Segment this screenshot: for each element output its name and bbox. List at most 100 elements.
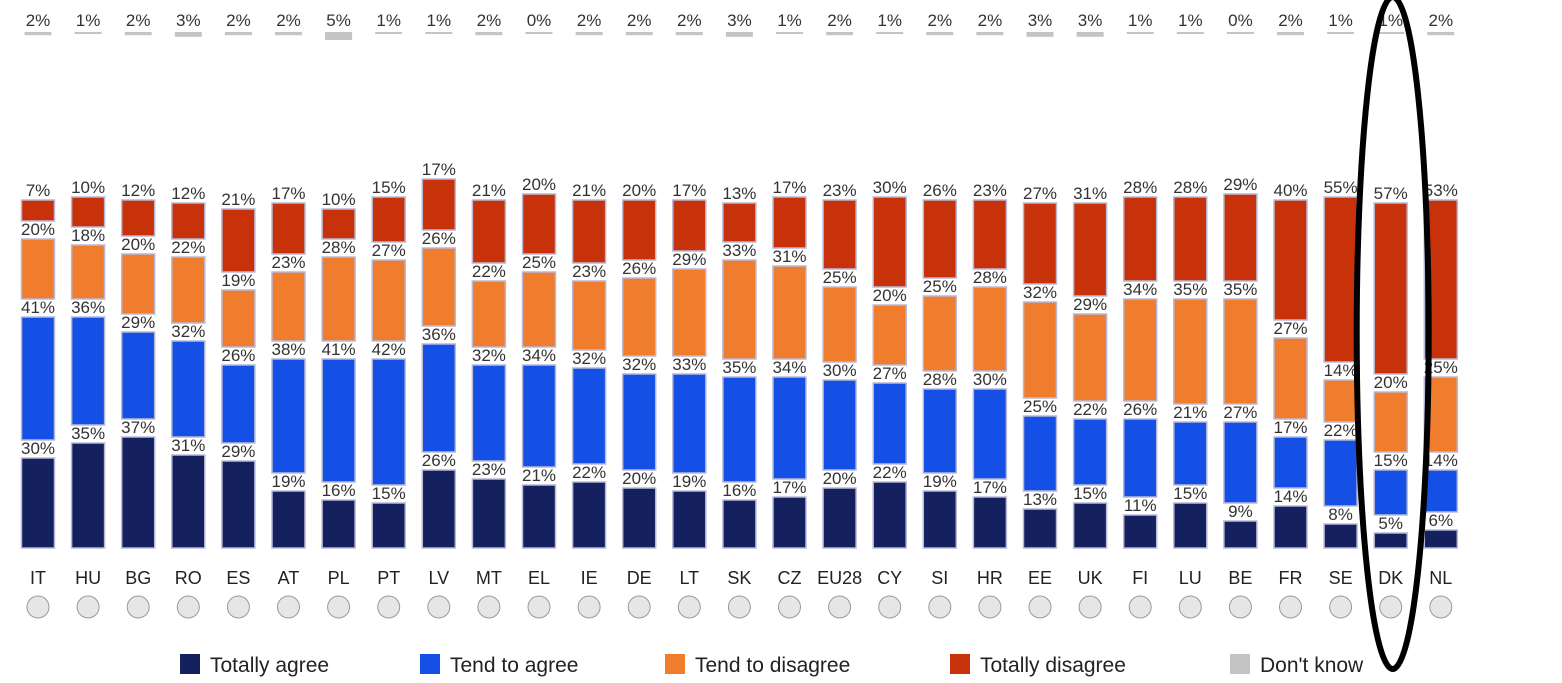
value-label-tend-to-disagree-lv: 26% [422,229,456,248]
category-label-ie: IE [581,568,598,588]
flag-icon-hu [76,595,100,619]
value-label-totally-agree-si: 19% [923,472,957,491]
value-label-tend-to-disagree-hr: 28% [973,268,1007,287]
category-label-eu28: EU28 [817,568,862,588]
bar-totally-disagree-lu [1173,196,1208,282]
value-label-tend-to-disagree-fi: 34% [1123,280,1157,299]
bar-tend-to-agree-lv [421,343,457,453]
bar-totally-agree-dk [1373,532,1408,549]
value-label-totally-agree-hr: 17% [973,478,1007,497]
category-label-pl: PL [328,568,350,588]
value-label-tend-to-disagree-nl: 25% [1424,358,1458,377]
bar-totally-agree-el [521,484,557,549]
value-label-totally-disagree-lt: 17% [672,181,706,200]
bar-dont-know-es [224,32,252,36]
bar-tend-to-disagree-eu28 [822,286,857,363]
bar-dont-know-be [1226,32,1254,34]
category-label-be: BE [1228,568,1252,588]
value-label-totally-disagree-nl: 53% [1424,181,1458,200]
bar-tend-to-disagree-ee [1022,301,1058,399]
flag-icon-at [277,595,300,619]
value-label-tend-to-agree-uk: 22% [1073,400,1107,419]
value-label-tend-to-disagree-be: 35% [1223,280,1257,299]
bar-totally-disagree-it [20,199,56,222]
value-label-tend-to-agree-eu28: 30% [823,361,857,380]
bar-totally-disagree-ro [171,202,206,240]
bar-tend-to-agree-pl [321,358,356,483]
value-label-dont-know-eu28: 2% [827,11,852,30]
value-label-tend-to-agree-hr: 30% [973,370,1007,389]
highlight-ellipse [1353,0,1432,672]
value-label-tend-to-agree-lv: 36% [422,325,456,344]
flag-icon-it [26,595,50,619]
bar-totally-agree-lu [1173,502,1208,549]
bar-totally-disagree-pl [321,208,356,240]
value-label-tend-to-agree-pl: 41% [322,340,356,359]
bar-dont-know-eu28 [826,32,854,36]
category-label-el: EL [528,568,550,588]
bar-totally-disagree-sk [722,202,757,243]
bar-totally-disagree-el [521,193,557,255]
bar-dont-know-pl [325,32,353,40]
value-label-tend-to-agree-es: 26% [221,346,255,365]
bar-dont-know-nl [1427,32,1455,36]
value-label-totally-disagree-hr: 23% [973,181,1007,200]
bar-totally-agree-fi [1122,514,1158,549]
value-label-totally-disagree-cy: 30% [873,178,907,197]
bar-tend-to-disagree-cz [772,265,807,360]
value-label-tend-to-disagree-si: 25% [923,277,957,296]
value-label-totally-disagree-de: 20% [622,181,656,200]
bar-tend-to-agree-it [20,316,56,441]
category-label-at: AT [278,568,300,588]
value-label-totally-disagree-pl: 10% [322,190,356,209]
value-label-tend-to-disagree-hu: 18% [71,226,105,245]
value-label-totally-disagree-cz: 17% [772,178,806,197]
value-label-totally-disagree-sk: 13% [722,184,756,203]
bar-totally-agree-mt [471,478,507,549]
flag-icon-fi [1128,595,1152,619]
value-label-tend-to-agree-nl: 14% [1424,451,1458,470]
bar-totally-disagree-se [1323,196,1358,363]
bar-totally-disagree-hr [972,199,1008,270]
value-label-dont-know-be: 0% [1228,11,1253,30]
value-label-totally-agree-eu28: 20% [823,469,857,488]
value-label-totally-agree-cy: 22% [873,463,907,482]
value-label-totally-disagree-si: 26% [923,181,957,200]
bar-dont-know-it [24,32,52,36]
bar-totally-disagree-dk [1373,202,1408,375]
flag-icon-lt [677,595,701,619]
bar-totally-disagree-cy [872,196,907,288]
bar-totally-agree-cy [872,481,907,549]
bar-tend-to-disagree-de [621,277,657,357]
bar-totally-disagree-fi [1122,196,1158,282]
bar-totally-disagree-de [621,199,657,261]
bar-dont-know-pt [375,32,403,34]
bar-totally-disagree-ie [571,199,607,264]
bar-dont-know-ie [575,32,603,36]
bar-totally-disagree-bg [120,199,156,237]
value-label-totally-disagree-dk: 57% [1374,184,1408,203]
bar-dont-know-el [525,32,553,34]
value-label-tend-to-agree-cy: 27% [873,364,907,383]
value-label-tend-to-disagree-es: 19% [221,271,255,290]
value-label-totally-disagree-uk: 31% [1073,184,1107,203]
category-label-fi: FI [1132,568,1148,588]
flag-icon-ee [1028,595,1052,619]
value-label-totally-disagree-mt: 21% [472,181,506,200]
bar-dont-know-fi [1126,32,1154,34]
value-label-tend-to-agree-si: 28% [923,370,957,389]
bar-totally-agree-it [20,457,56,549]
value-label-tend-to-disagree-ie: 23% [572,262,606,281]
value-label-dont-know-mt: 2% [477,11,502,30]
bar-totally-agree-lt [672,490,707,549]
bar-tend-to-agree-hu [70,316,106,426]
value-label-totally-agree-fi: 11% [1124,496,1157,515]
category-label-uk: UK [1078,568,1103,588]
bar-dont-know-fr [1277,32,1304,36]
value-label-totally-disagree-at: 17% [271,184,305,203]
bar-totally-agree-at [271,490,306,549]
bar-tend-to-disagree-lv [421,247,457,327]
bar-tend-to-disagree-es [221,289,256,348]
bar-totally-agree-es [221,460,256,549]
